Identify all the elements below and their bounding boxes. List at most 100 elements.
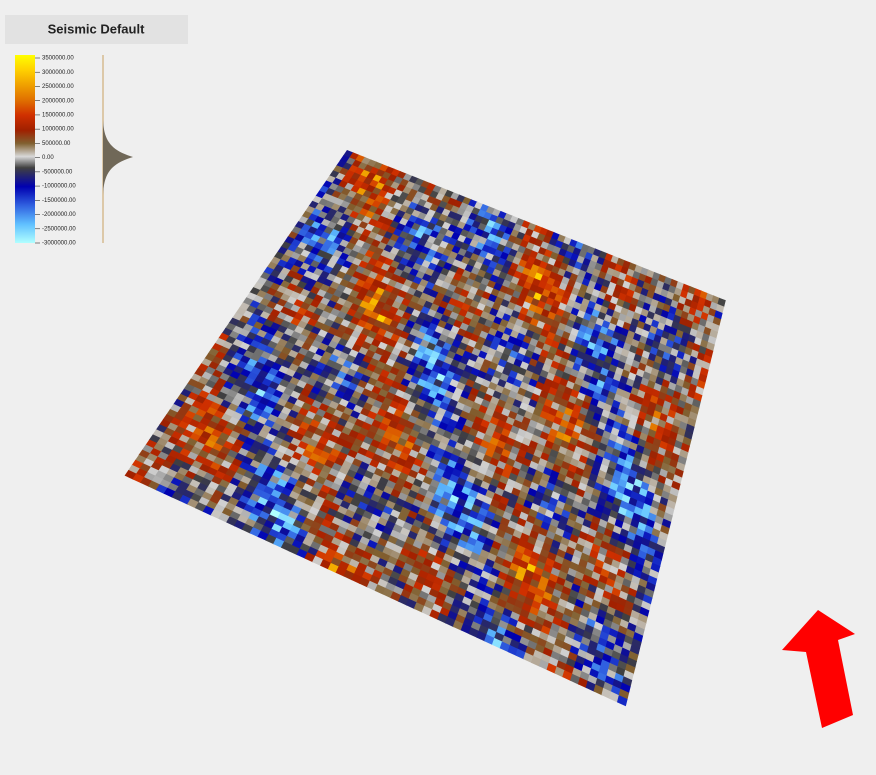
legend-label: -1000000.00 <box>42 184 76 190</box>
surface-cell <box>596 643 607 655</box>
surface-cell <box>448 583 460 595</box>
surface-cell <box>379 572 392 584</box>
surface-cell <box>420 563 432 575</box>
surface-cell <box>353 567 366 579</box>
surface-cell <box>407 572 420 583</box>
surface-cell <box>481 591 493 603</box>
surface-cell <box>501 635 513 647</box>
surface-cell <box>554 638 565 650</box>
surface-cell <box>546 634 558 646</box>
surface-cell <box>392 565 404 576</box>
surface-cell <box>515 620 527 632</box>
surface-cell <box>509 611 521 623</box>
surface-cell <box>540 653 552 665</box>
surface-cell <box>521 630 533 642</box>
surface-cell <box>443 574 455 585</box>
surface-cell <box>456 587 468 598</box>
surface-cell <box>485 579 497 591</box>
surface-cell <box>440 580 453 591</box>
surface-cell <box>397 574 410 585</box>
legend-label: -3000000.00 <box>42 241 76 247</box>
surface-cell <box>509 639 521 650</box>
surface-cell <box>555 632 567 644</box>
surface-cell <box>468 627 480 638</box>
surface-cell <box>437 565 450 576</box>
surface-cell <box>592 655 604 667</box>
surface-cell <box>476 582 487 593</box>
surface-cell <box>340 555 353 566</box>
surface-cell <box>484 634 496 646</box>
surface-cell <box>519 636 531 648</box>
surface-cell <box>374 563 386 575</box>
surface-cell <box>562 670 574 682</box>
surface-cell <box>399 547 412 559</box>
surface-cell <box>564 663 575 675</box>
surface-cell <box>394 559 407 570</box>
legend-label: -2500000.00 <box>42 226 76 232</box>
surface-cell <box>421 605 433 617</box>
surface-cell <box>400 589 412 600</box>
surface-cell <box>465 611 477 623</box>
surface-cell <box>590 662 602 674</box>
surface-cell <box>453 571 465 583</box>
surface-cell <box>604 675 616 687</box>
surface-cell <box>480 570 492 581</box>
surface-cell <box>488 622 500 634</box>
surface-cell <box>536 637 548 649</box>
surface-cell <box>463 590 475 602</box>
surface-cell <box>536 609 548 621</box>
surface-cell <box>606 669 617 681</box>
surface-cell <box>390 570 402 582</box>
surface-cell <box>595 678 606 690</box>
surface-cell <box>494 631 506 643</box>
surface-cell <box>444 595 456 606</box>
surface-cell <box>487 573 499 585</box>
surface-cell <box>413 602 426 613</box>
surface-cell <box>500 613 512 625</box>
surface-cell <box>479 597 491 609</box>
surface-cell <box>596 671 608 683</box>
surface-cell <box>374 584 387 595</box>
surface-cell <box>416 596 428 607</box>
surface-cell <box>574 626 586 638</box>
surface-cell <box>525 590 537 602</box>
surface-cell <box>620 682 631 694</box>
surface-cell <box>575 655 587 667</box>
surface-cell <box>450 577 462 589</box>
surface-cell <box>517 614 529 626</box>
surface-cell <box>447 610 459 622</box>
surface-cell <box>366 580 379 592</box>
surface-cell <box>428 588 440 599</box>
color-bar <box>15 55 35 243</box>
surface-cell <box>466 584 478 596</box>
surface-cell <box>435 550 447 561</box>
legend-label: -2000000.00 <box>42 212 76 218</box>
surface-cell <box>452 620 465 631</box>
surface-cell <box>423 599 436 611</box>
surface-cell <box>438 586 450 597</box>
surface-cell <box>351 573 363 584</box>
surface-cell <box>567 651 579 663</box>
legend-label: 1500000.00 <box>42 113 74 119</box>
surface-cell <box>468 578 480 590</box>
surface-cell <box>441 601 453 612</box>
surface-cell <box>369 575 381 586</box>
legend-label: 3000000.00 <box>42 70 74 76</box>
surface-cell <box>538 659 550 671</box>
surface-cell <box>473 588 485 599</box>
surface-cell <box>422 558 434 569</box>
surface-cell <box>504 601 516 613</box>
surface-cell <box>405 598 418 610</box>
surface-cell <box>382 567 394 578</box>
surface-cell <box>516 593 527 604</box>
surface-cell <box>603 681 614 693</box>
surface-cell <box>589 668 600 680</box>
surface-cell <box>587 674 599 686</box>
surface-cell <box>397 533 409 544</box>
surface-cell <box>449 604 461 616</box>
surface-cell <box>581 664 593 676</box>
surface-cell <box>489 595 500 606</box>
surface-cell <box>621 676 633 688</box>
surface-cell <box>617 695 628 707</box>
